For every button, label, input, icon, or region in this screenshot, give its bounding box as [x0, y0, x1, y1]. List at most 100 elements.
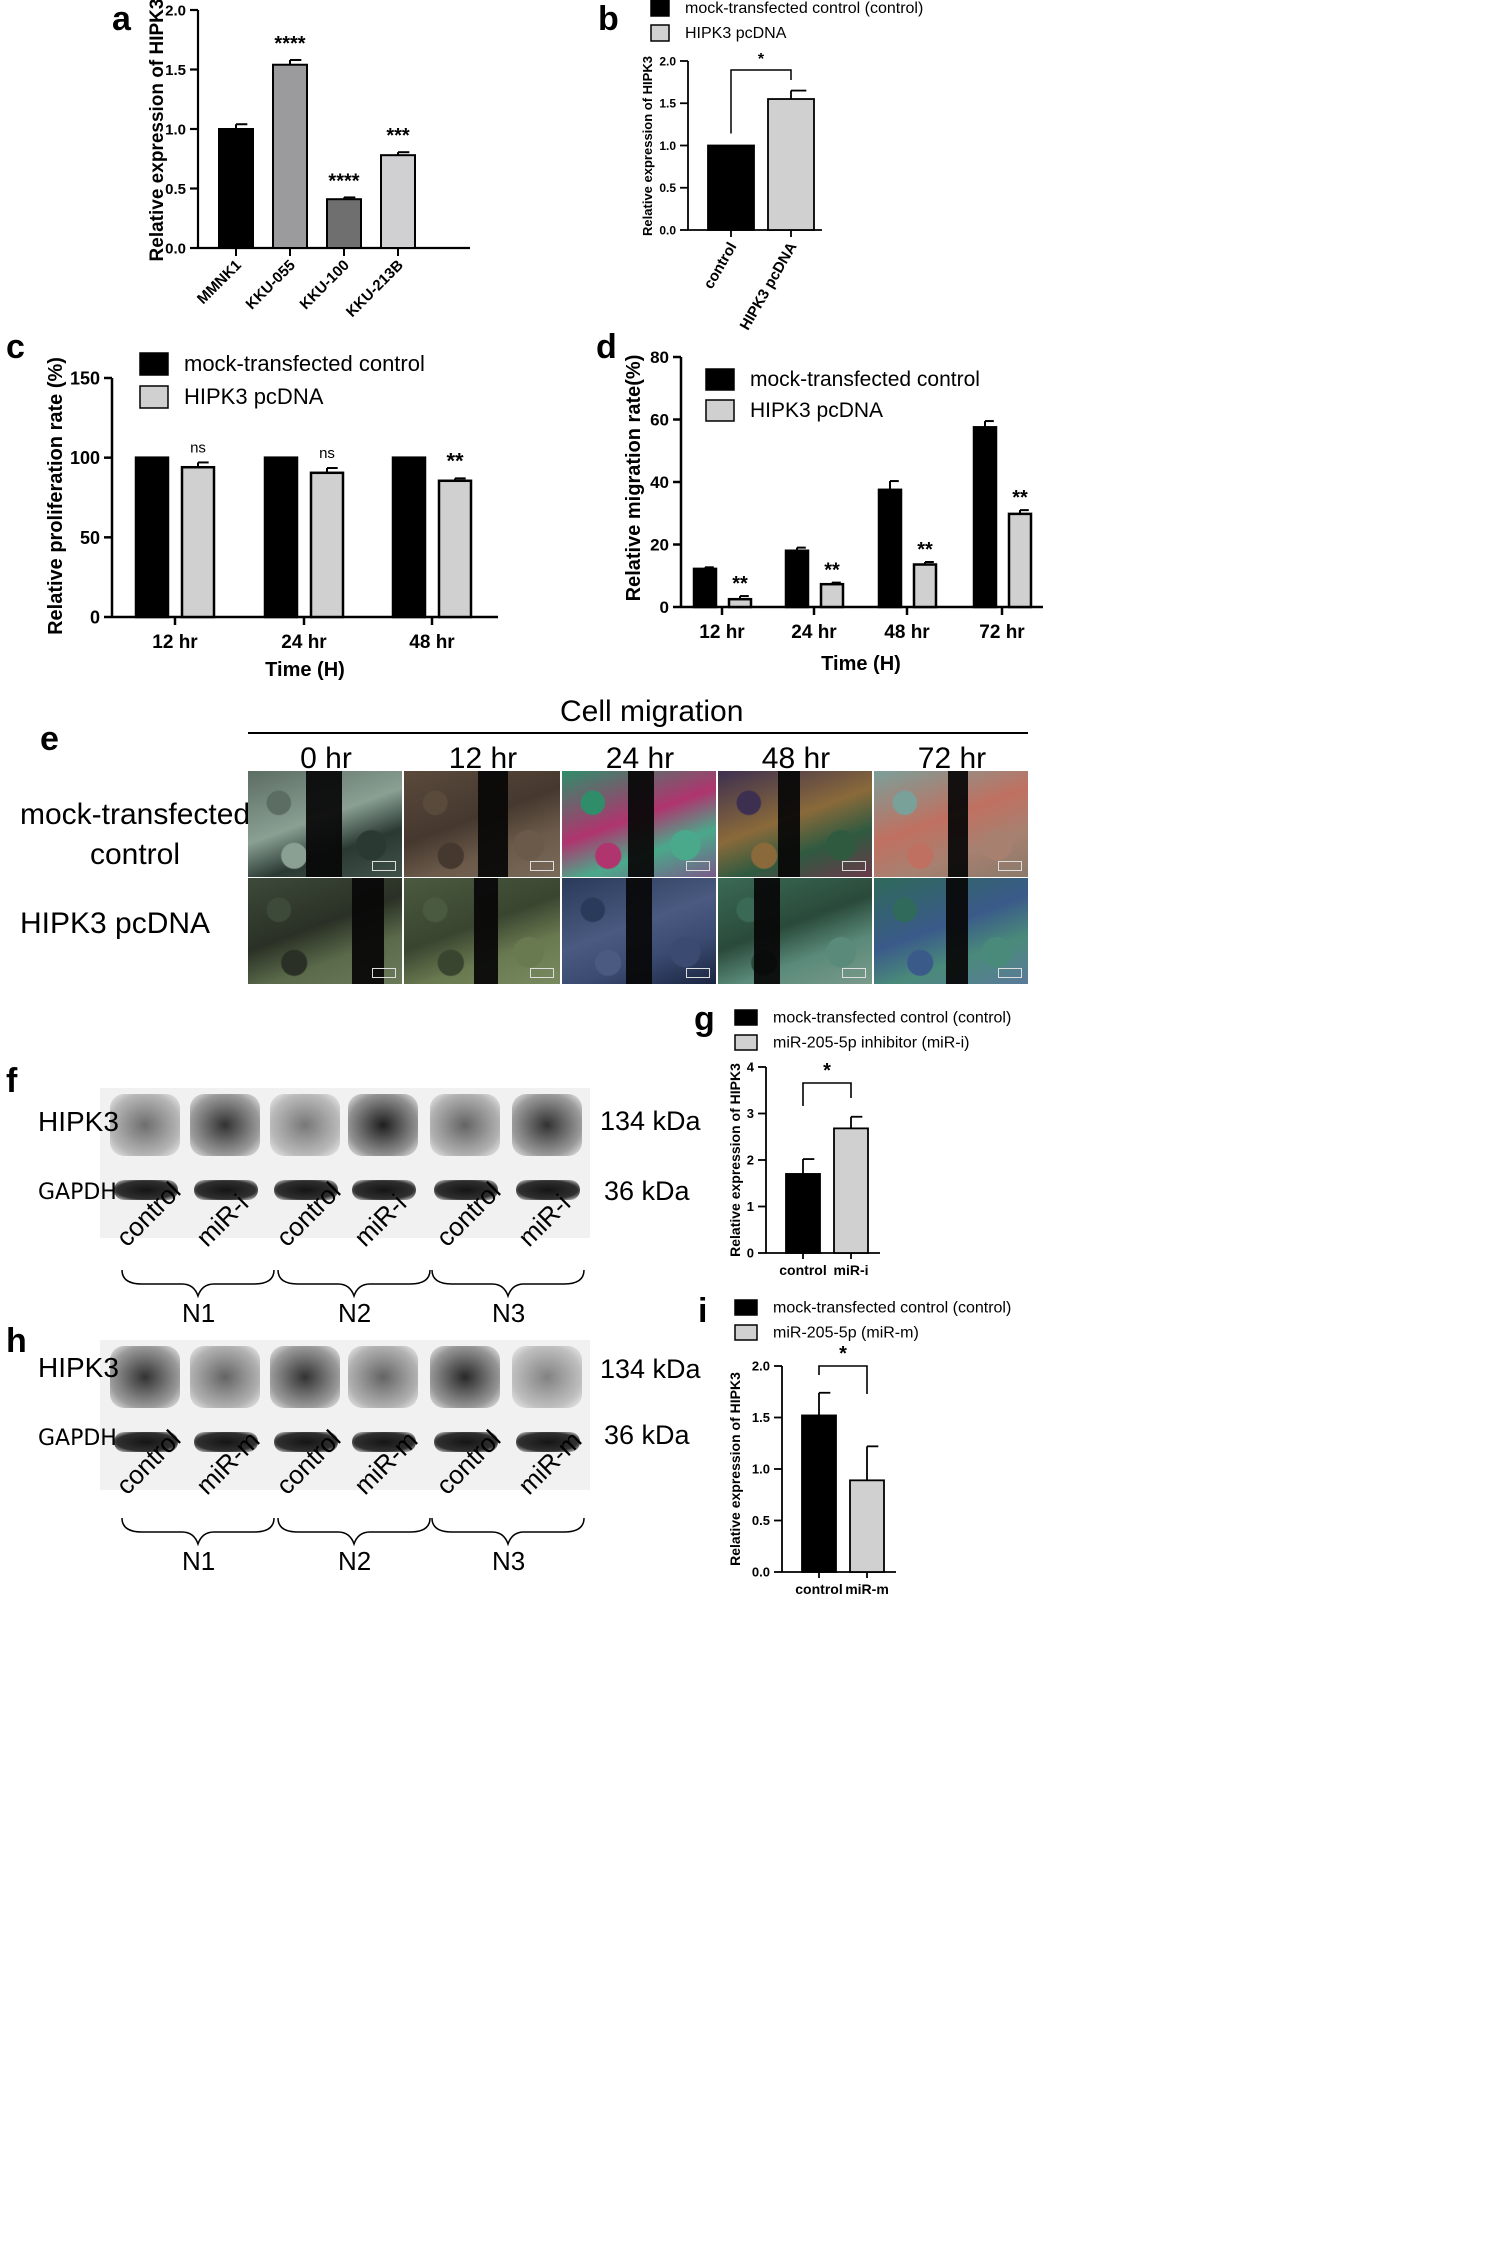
micrograph: [718, 771, 872, 877]
timepoint-label: 48 hr: [761, 742, 831, 775]
wound-gap: [754, 878, 780, 984]
timepoint-label: 72 hr: [917, 742, 987, 775]
comparison-marker: *: [839, 1343, 847, 1365]
micrograph: [248, 771, 402, 877]
micrograph: [248, 878, 402, 984]
comparison-marker: *: [758, 51, 765, 68]
group-bracket: [431, 1517, 585, 1547]
legend-g-control-swatch: [734, 1009, 758, 1026]
scale-bar: [842, 968, 866, 978]
timepoint-label: 24 hr: [605, 742, 675, 775]
micrograph: [404, 771, 560, 877]
x-tick-label: 48 hr: [409, 632, 455, 653]
significance-marker: **: [1012, 487, 1028, 509]
scale-bar: [686, 968, 710, 978]
y-tick-label: 1.5: [659, 97, 676, 111]
group-label: N2: [338, 1298, 372, 1328]
x-tick-label: HIPK3 pcDNA: [737, 239, 801, 333]
micrograph: [562, 771, 716, 877]
significance-marker: ****: [274, 33, 305, 55]
legend-i-treated-swatch: [734, 1324, 758, 1341]
bar: [1007, 512, 1033, 609]
scale-bar: [998, 968, 1022, 978]
panel-label-d: d: [596, 328, 617, 366]
bar: [767, 98, 815, 231]
cell-migration-title: Cell migration: [560, 695, 744, 728]
scale-bar: [686, 861, 710, 871]
legend-d-hipk3-swatch: [705, 399, 735, 422]
x-tick-label: 48 hr: [884, 622, 930, 643]
y-tick-label: 0: [660, 598, 669, 617]
group-bracket: [431, 1269, 585, 1299]
y-tick-label: 50: [80, 528, 100, 548]
significance-marker: **: [446, 448, 464, 473]
micrograph: [404, 878, 560, 984]
x-tick-label: KKU-213B: [343, 257, 407, 321]
hipk3-band: [430, 1094, 500, 1156]
legend-c-control-label: mock-transfected control: [184, 351, 425, 376]
y-tick-label: 60: [650, 411, 669, 430]
y-tick-label: 0.5: [659, 181, 676, 195]
blot-f-gapdh-label: GAPDH: [38, 1180, 117, 1205]
group-bracket: [121, 1517, 275, 1547]
comparison-bracket: [802, 1082, 852, 1106]
y-tick-label: 2.0: [659, 54, 676, 68]
y-tick-label: 1.5: [752, 1410, 770, 1425]
x-tick-label: KKU-100: [297, 257, 353, 313]
bar: [785, 1173, 821, 1254]
bar: [972, 426, 998, 609]
wound-gap: [478, 771, 508, 877]
scale-bar: [842, 861, 866, 871]
blot-f-membrane: [100, 1088, 590, 1238]
hipk3-band: [270, 1346, 340, 1408]
x-axis-label: Time (H): [821, 653, 901, 675]
gapdh-band: [352, 1180, 416, 1200]
y-axis-label: Relative migration rate(%): [623, 355, 645, 602]
blot-f-kda-gapdh: 36 kDa: [604, 1176, 690, 1206]
x-tick-label: control: [795, 1581, 842, 1597]
wound-gap: [628, 771, 654, 877]
y-tick-label: 20: [650, 536, 669, 555]
y-tick-label: 100: [70, 448, 100, 468]
legend-g-control-label: mock-transfected control (control): [773, 1009, 1011, 1026]
bar: [877, 488, 903, 609]
hipk3-band: [430, 1346, 500, 1408]
group-label: N3: [492, 1298, 526, 1328]
y-tick-label: 4: [747, 1060, 755, 1075]
y-tick-label: 2.0: [165, 2, 186, 19]
blot-h-kda-hipk3: 134 kDa: [600, 1354, 701, 1384]
y-tick-label: 0.0: [659, 223, 676, 237]
wound-gap: [306, 771, 342, 877]
legend-g-treated-swatch: [734, 1034, 758, 1051]
hipk3-band: [190, 1094, 260, 1156]
bar: [326, 198, 362, 250]
significance-marker: ***: [386, 125, 410, 147]
gapdh-band: [434, 1180, 498, 1200]
bar: [263, 456, 299, 619]
legend-b-hipk3-swatch: [650, 24, 670, 42]
bar: [218, 128, 254, 249]
scale-bar: [372, 968, 396, 978]
bar: [692, 567, 718, 609]
comparison-marker: *: [823, 1060, 831, 1082]
timepoint-label: 0 hr: [300, 742, 352, 775]
x-tick-label: 12 hr: [152, 632, 198, 653]
row-label-hipk3: HIPK3 pcDNA: [20, 907, 211, 940]
micrograph: [562, 878, 716, 984]
significance-marker: **: [824, 560, 840, 582]
y-axis-label: Relative expression of HIPK3: [640, 56, 655, 236]
y-axis-label: Relative expression of HIPK3: [727, 1063, 743, 1257]
x-tick-label: control: [779, 1262, 826, 1278]
y-tick-label: 80: [650, 348, 669, 367]
y-tick-label: 0: [90, 607, 100, 627]
y-tick-label: 0: [747, 1246, 754, 1261]
significance-marker: **: [732, 573, 748, 595]
y-axis-label: Relative expression of HIPK3: [727, 1372, 743, 1566]
hipk3-band: [348, 1346, 418, 1408]
scale-bar: [372, 861, 396, 871]
gapdh-band: [274, 1432, 338, 1452]
hipk3-band: [190, 1346, 260, 1408]
x-tick-label: control: [700, 240, 740, 293]
y-tick-label: 3: [747, 1106, 754, 1121]
group-label: N2: [338, 1546, 372, 1576]
